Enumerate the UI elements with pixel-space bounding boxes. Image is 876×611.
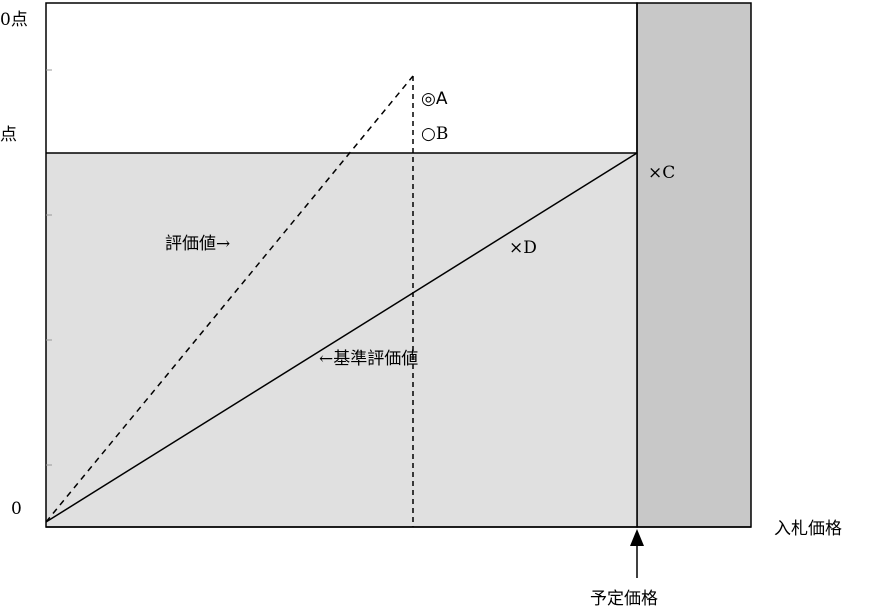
base-evaluation-line — [45, 152, 638, 523]
x-axis-label: 入札価格 — [774, 519, 842, 539]
point-a-label: ◎A — [421, 89, 448, 109]
y-axis-top-label: 0点 — [0, 10, 28, 30]
y-axis-mid-label: 点 — [0, 125, 17, 145]
up-arrow-icon — [630, 529, 644, 546]
point-d-label: ×D — [509, 238, 537, 258]
evaluation-line — [45, 75, 414, 523]
base-evaluation-line-label: ←基準評価値 — [319, 349, 418, 369]
evaluation-line-label: 評価値→ — [165, 234, 230, 254]
planned-price-label: 予定価格 — [590, 589, 658, 609]
excluded-region — [636, 2, 752, 528]
y-axis-origin-label: 0 — [11, 499, 22, 519]
point-c-label: ×C — [648, 163, 675, 183]
point-b-label: ○B — [421, 124, 448, 144]
